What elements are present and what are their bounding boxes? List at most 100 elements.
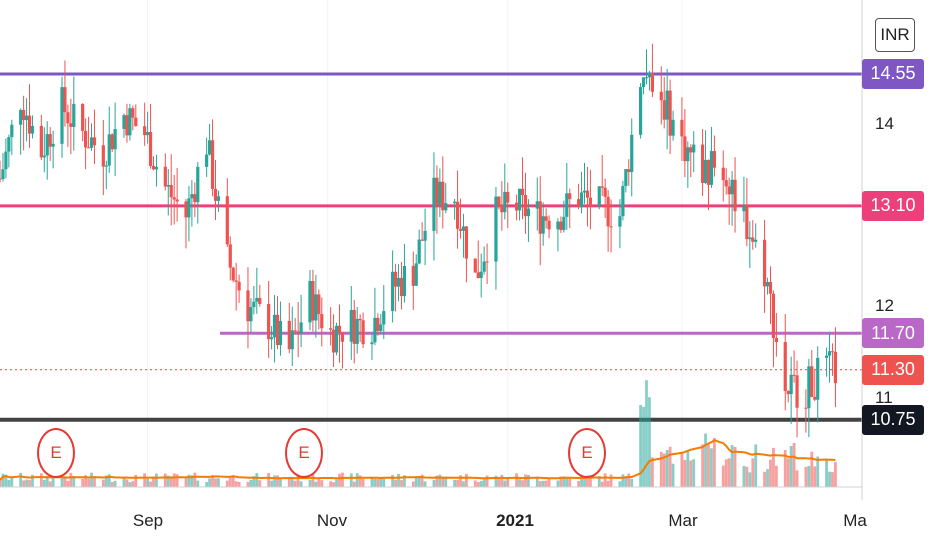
candle-body xyxy=(455,201,460,229)
volume-bar xyxy=(296,473,300,487)
currency-label[interactable]: INR xyxy=(875,18,915,52)
volume-bar xyxy=(51,475,55,487)
candle-body xyxy=(10,124,14,138)
volume-bar xyxy=(742,465,746,487)
candle-body xyxy=(730,179,734,195)
volume-bar xyxy=(93,477,96,487)
volume-bar xyxy=(42,479,46,487)
volume-bar xyxy=(131,481,135,487)
x-tick-label: Ma xyxy=(843,511,867,530)
candle-body xyxy=(0,178,2,180)
volume-bar xyxy=(527,474,530,487)
volume-bar xyxy=(69,472,73,487)
candle-body xyxy=(689,147,693,153)
volume-bar xyxy=(163,473,167,487)
volume-bar xyxy=(683,460,687,487)
volume-bar xyxy=(686,451,690,487)
volume-bar xyxy=(645,380,648,487)
volume-bar xyxy=(834,462,837,487)
volume-bar xyxy=(562,476,566,487)
volume-bar xyxy=(662,453,666,487)
last-price-badge: 11.30 xyxy=(862,354,924,385)
candle-body xyxy=(668,90,672,136)
candle-body xyxy=(24,115,29,121)
candle-body xyxy=(423,230,427,241)
volume-bar xyxy=(0,479,2,487)
candle-body xyxy=(414,263,418,286)
candle-body xyxy=(762,239,767,287)
candle-body xyxy=(51,143,55,147)
candle-body xyxy=(754,239,758,242)
candle-body xyxy=(464,226,469,259)
volume-bar xyxy=(521,480,524,487)
y-tick-label: 12 xyxy=(875,296,894,315)
volume-bar xyxy=(217,478,220,487)
earnings-marker[interactable]: E xyxy=(37,428,75,478)
candle-body xyxy=(101,145,105,167)
volume-bar xyxy=(81,478,85,487)
volume-bar xyxy=(769,459,772,487)
volume-bar xyxy=(627,473,631,487)
volume-bar xyxy=(680,451,684,487)
candle-body xyxy=(308,280,312,323)
candle-body xyxy=(237,281,241,291)
candle-body xyxy=(210,140,215,189)
volume-bar xyxy=(400,480,403,487)
volume-bar xyxy=(763,471,766,487)
candle-body xyxy=(42,155,46,158)
volume-bar xyxy=(411,481,415,487)
candle-body xyxy=(272,314,277,338)
volume-bar xyxy=(107,474,111,487)
volume-bar xyxy=(169,478,173,487)
candle-body xyxy=(444,203,448,211)
volume-bar xyxy=(506,478,510,487)
earnings-marker[interactable]: E xyxy=(568,428,606,478)
candle-body xyxy=(647,72,652,78)
volume-bar xyxy=(4,474,8,487)
volume-bar xyxy=(651,457,654,487)
volume-bar xyxy=(733,446,737,487)
volume-bar xyxy=(701,444,704,487)
candle-body xyxy=(662,100,666,120)
volume-bar xyxy=(329,481,333,487)
candle-body xyxy=(113,128,117,150)
volume-bar xyxy=(754,444,758,487)
earnings-marker[interactable]: E xyxy=(285,428,323,478)
candle-body xyxy=(143,126,147,136)
volume-bar xyxy=(577,481,581,487)
volume-bar xyxy=(225,480,229,487)
volume-bar xyxy=(606,480,610,487)
level-badge-14-55: 14.55 xyxy=(862,58,924,89)
volume-bar xyxy=(403,475,406,487)
candle-body xyxy=(225,196,229,245)
candle-body xyxy=(86,147,91,149)
candle-body xyxy=(166,184,170,187)
candle-body xyxy=(568,193,572,200)
candle-body xyxy=(358,318,362,321)
volume-bar xyxy=(60,477,64,487)
volume-bar xyxy=(320,480,324,487)
candle-body xyxy=(582,190,587,193)
volume-bar xyxy=(317,479,321,487)
candle-body xyxy=(544,216,548,221)
candle-body xyxy=(600,186,604,188)
candle-body xyxy=(579,192,584,208)
level-badge-10-75: 10.75 xyxy=(862,404,924,435)
candle-body xyxy=(827,351,832,356)
volume-bar xyxy=(748,472,752,487)
candle-body xyxy=(234,280,238,282)
candle-body xyxy=(438,181,442,205)
volume-bar xyxy=(597,476,601,487)
volume-bar xyxy=(84,475,88,487)
candle-body xyxy=(184,201,188,218)
candle-body xyxy=(175,199,179,202)
candle-body xyxy=(340,332,345,342)
volume-bar xyxy=(639,405,642,487)
candle-body xyxy=(686,147,690,162)
candle-body xyxy=(774,338,778,343)
volume-bar xyxy=(459,475,462,487)
candle-body xyxy=(84,130,88,148)
candle-body xyxy=(169,184,173,198)
level-badge-11-70: 11.70 xyxy=(862,318,924,349)
